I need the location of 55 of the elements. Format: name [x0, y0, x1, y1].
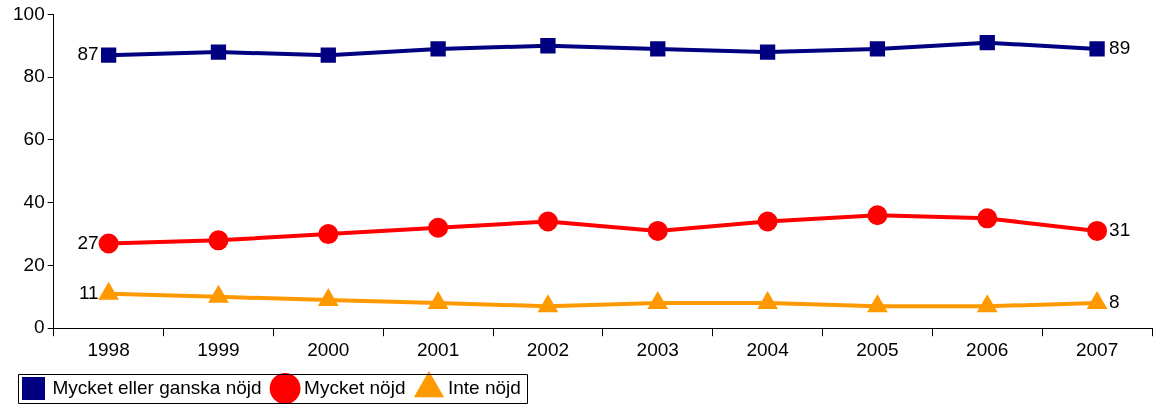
legend-label: Mycket eller ganska nöjd [52, 376, 262, 398]
data-label: 87 [77, 43, 99, 65]
point [1089, 41, 1105, 57]
y-tick-label: 0 [34, 316, 45, 338]
point [320, 47, 336, 63]
data-label: 31 [1109, 219, 1131, 241]
x-tick-label: 2004 [746, 338, 790, 360]
point [540, 38, 556, 54]
point [1088, 293, 1107, 310]
point [647, 220, 668, 241]
point [757, 211, 778, 232]
point [100, 47, 117, 63]
x-tick-label: 2007 [1075, 338, 1119, 360]
y-tick-label: 100 [13, 2, 45, 24]
point [208, 230, 229, 251]
legend-label: Mycket nöjd [304, 376, 406, 398]
y-tick-label: 20 [23, 253, 45, 275]
point [319, 289, 338, 306]
y-tick-label: 80 [23, 65, 45, 87]
point [318, 224, 339, 245]
point [208, 284, 229, 303]
x-tick-label: 2003 [636, 338, 679, 360]
legend-label: Inte nöjd [447, 376, 521, 398]
x-tick-label: 2000 [307, 338, 350, 360]
data-label: 27 [77, 231, 99, 253]
point [210, 44, 227, 60]
point [430, 41, 446, 57]
point [650, 41, 666, 57]
x-tick-label: 2002 [526, 338, 570, 360]
point [1087, 220, 1108, 241]
point [98, 281, 119, 300]
y-tick-label: 40 [23, 190, 45, 212]
point [977, 208, 998, 229]
point [869, 41, 886, 57]
data-label: 89 [1109, 37, 1131, 59]
data-label: 8 [1109, 291, 1120, 313]
point [867, 205, 888, 226]
point [537, 211, 558, 232]
x-tick-label: 1999 [197, 338, 240, 360]
point [98, 233, 119, 254]
point [868, 296, 887, 313]
y-tick-label: 60 [23, 128, 45, 150]
point [979, 34, 995, 51]
x-tick-label: 2006 [966, 338, 1009, 360]
x-tick-label: 2005 [856, 338, 899, 360]
data-label: 11 [78, 281, 99, 303]
point [978, 296, 997, 313]
point [758, 293, 777, 310]
x-tick-label: 1998 [87, 338, 130, 360]
point [429, 293, 448, 310]
point [428, 217, 449, 238]
x-tick-label: 2001 [416, 338, 460, 360]
point [648, 293, 667, 310]
point [759, 44, 776, 60]
point [539, 296, 557, 313]
